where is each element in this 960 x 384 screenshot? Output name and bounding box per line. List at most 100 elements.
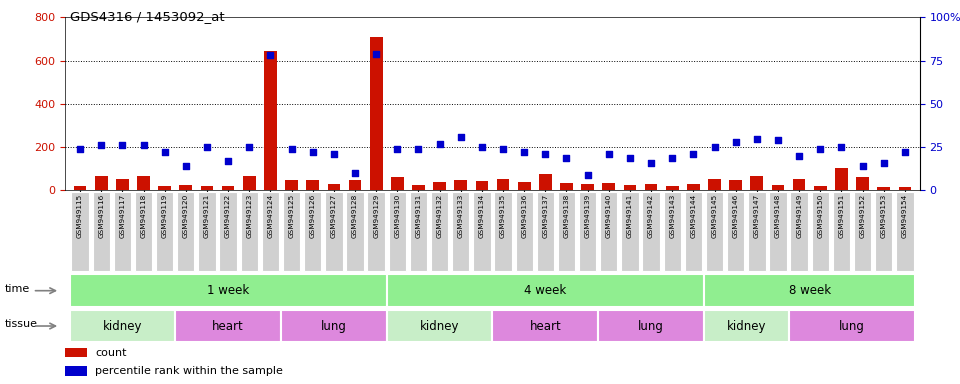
Point: [453, 134, 468, 140]
Text: GSM949126: GSM949126: [310, 194, 316, 238]
FancyBboxPatch shape: [579, 192, 596, 271]
Text: GSM949119: GSM949119: [161, 194, 168, 238]
FancyBboxPatch shape: [113, 192, 132, 271]
Text: GSM949145: GSM949145: [711, 194, 717, 238]
Bar: [348, 180, 361, 190]
Point: [432, 141, 447, 147]
Point: [411, 146, 426, 152]
Text: GSM949118: GSM949118: [140, 194, 147, 238]
Text: GSM949116: GSM949116: [98, 194, 105, 238]
Bar: [687, 184, 700, 190]
Text: tissue: tissue: [5, 319, 38, 329]
Point: [601, 151, 616, 157]
Point: [898, 149, 913, 156]
Bar: [433, 182, 446, 190]
Bar: [539, 174, 552, 190]
Point: [221, 158, 236, 164]
Bar: [264, 51, 276, 190]
FancyBboxPatch shape: [387, 275, 704, 307]
FancyBboxPatch shape: [262, 192, 279, 271]
Text: 1 week: 1 week: [207, 284, 250, 297]
Text: GSM949153: GSM949153: [880, 194, 887, 238]
FancyBboxPatch shape: [704, 310, 788, 342]
Point: [263, 52, 278, 58]
Point: [728, 139, 743, 145]
Point: [559, 154, 574, 161]
FancyBboxPatch shape: [176, 310, 281, 342]
Point: [791, 153, 806, 159]
Bar: [65, 366, 86, 376]
FancyBboxPatch shape: [494, 192, 512, 271]
Text: GSM949122: GSM949122: [226, 194, 231, 238]
Text: count: count: [95, 348, 127, 358]
Bar: [730, 180, 742, 190]
FancyBboxPatch shape: [853, 192, 872, 271]
Text: GSM949147: GSM949147: [754, 194, 759, 238]
Point: [707, 144, 722, 150]
FancyBboxPatch shape: [134, 192, 153, 271]
FancyBboxPatch shape: [727, 192, 744, 271]
Text: GSM949148: GSM949148: [775, 194, 781, 238]
FancyBboxPatch shape: [706, 192, 723, 271]
FancyBboxPatch shape: [387, 310, 492, 342]
Bar: [708, 179, 721, 190]
FancyBboxPatch shape: [790, 192, 807, 271]
Text: GSM949125: GSM949125: [289, 194, 295, 238]
Point: [664, 154, 680, 161]
Bar: [137, 176, 150, 190]
Text: GSM949128: GSM949128: [352, 194, 358, 238]
Text: GSM949129: GSM949129: [373, 194, 379, 238]
Point: [136, 142, 152, 149]
Text: GSM949121: GSM949121: [204, 194, 210, 238]
FancyBboxPatch shape: [876, 192, 893, 271]
Point: [369, 51, 384, 57]
Point: [685, 151, 701, 157]
FancyBboxPatch shape: [452, 192, 469, 271]
Text: GSM949144: GSM949144: [690, 194, 696, 238]
FancyBboxPatch shape: [748, 192, 765, 271]
Point: [242, 144, 257, 150]
Text: kidney: kidney: [103, 319, 142, 333]
Bar: [412, 185, 425, 190]
Point: [812, 146, 828, 152]
Text: GSM949135: GSM949135: [500, 194, 506, 238]
FancyBboxPatch shape: [663, 192, 681, 271]
Point: [284, 146, 300, 152]
Point: [643, 160, 659, 166]
Text: GSM949127: GSM949127: [331, 194, 337, 238]
Point: [833, 144, 849, 150]
Point: [538, 151, 553, 157]
Text: lung: lung: [638, 319, 664, 333]
Text: GSM949154: GSM949154: [901, 194, 908, 238]
Bar: [222, 186, 234, 190]
FancyBboxPatch shape: [516, 192, 533, 271]
FancyBboxPatch shape: [704, 275, 916, 307]
FancyBboxPatch shape: [156, 192, 174, 271]
FancyBboxPatch shape: [71, 192, 88, 271]
Bar: [772, 185, 784, 190]
FancyBboxPatch shape: [347, 192, 364, 271]
Bar: [116, 179, 129, 190]
Bar: [751, 176, 763, 190]
Point: [326, 151, 342, 157]
Bar: [877, 187, 890, 190]
FancyBboxPatch shape: [281, 310, 387, 342]
Point: [749, 136, 764, 142]
Text: lung: lung: [321, 319, 347, 333]
FancyBboxPatch shape: [220, 192, 237, 271]
Point: [770, 137, 785, 143]
Text: GSM949117: GSM949117: [119, 194, 126, 238]
FancyBboxPatch shape: [788, 310, 916, 342]
FancyBboxPatch shape: [621, 192, 638, 271]
Bar: [645, 184, 658, 190]
FancyBboxPatch shape: [598, 310, 704, 342]
Text: GSM949151: GSM949151: [838, 194, 845, 238]
FancyBboxPatch shape: [325, 192, 343, 271]
Point: [200, 144, 215, 150]
Bar: [65, 348, 86, 358]
Point: [114, 142, 130, 149]
Text: time: time: [5, 284, 31, 294]
Text: 4 week: 4 week: [524, 284, 566, 297]
Bar: [603, 183, 615, 190]
FancyBboxPatch shape: [684, 192, 702, 271]
